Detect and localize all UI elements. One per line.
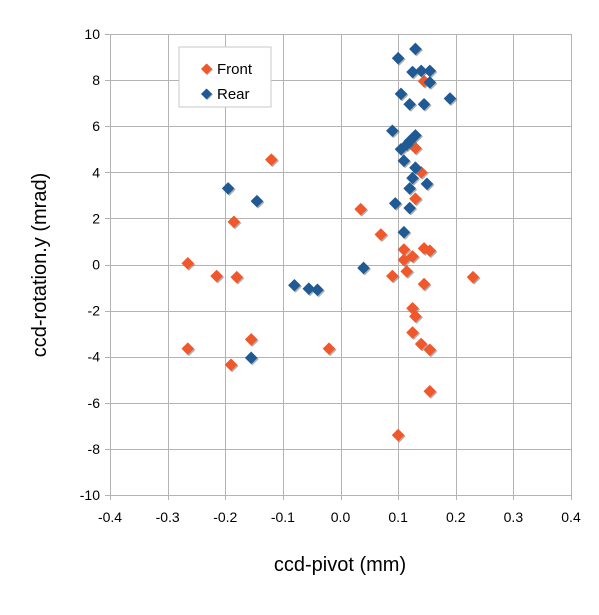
x-tick-label: 0.3: [504, 509, 524, 525]
data-point: [409, 310, 422, 323]
y-tick-label: 4: [92, 164, 100, 180]
y-tick-label: -10: [80, 487, 100, 503]
data-point: [403, 98, 416, 111]
legend-marker-front: [201, 63, 212, 75]
data-point: [409, 129, 422, 142]
data-point: [414, 64, 428, 78]
data-point: [397, 154, 411, 168]
grid: [105, 34, 572, 500]
data-point: [406, 326, 419, 339]
y-tick-label: 0: [92, 257, 100, 273]
x-tick-labels: -0.4 -0.3 -0.2 -0.1 0.0 0.1 0.2 0.3 0.4: [98, 509, 581, 525]
y-tick-label: 6: [92, 118, 100, 134]
data-point: [403, 182, 416, 195]
data-point: [466, 270, 480, 284]
data-point: [302, 282, 316, 296]
data-point: [417, 277, 431, 291]
x-axis-title: ccd-pivot (mm): [274, 554, 406, 576]
data-point: [181, 257, 195, 270]
data-point: [244, 351, 258, 365]
data-point: [403, 201, 416, 215]
data-point: [397, 225, 411, 239]
data-point: [394, 87, 408, 101]
legend-label-front: Front: [217, 61, 253, 78]
data-point: [322, 342, 336, 355]
data-point: [400, 138, 414, 151]
data-point: [354, 202, 367, 216]
data-point: [423, 64, 437, 78]
data-point: [409, 161, 422, 174]
data-point: [386, 269, 399, 283]
x-tick-label: 0.4: [561, 509, 581, 525]
data-point: [397, 253, 411, 267]
data-point: [244, 333, 258, 346]
data-point: [386, 124, 399, 138]
data-point: [388, 197, 402, 210]
data-point: [406, 250, 419, 263]
data-point: [414, 166, 428, 179]
y-tick-label: 10: [84, 26, 100, 42]
x-tick-label: -0.3: [156, 509, 180, 525]
x-tick-label: -0.4: [98, 509, 122, 525]
x-tick-label: -0.1: [271, 509, 295, 525]
data-point: [417, 98, 431, 111]
y-tick-label: -2: [88, 303, 101, 319]
series-rear: [221, 42, 458, 366]
data-point: [221, 182, 235, 195]
y-axis-title: ccd-rotation.y (mrad): [29, 173, 51, 358]
x-tick-label: 0.1: [388, 509, 408, 525]
data-point: [406, 65, 419, 79]
data-point: [423, 244, 437, 257]
data-point: [394, 142, 408, 156]
data-point: [423, 76, 437, 89]
legend-label-rear: Rear: [217, 86, 250, 103]
legend-marker-rear: [201, 88, 212, 100]
data-point: [374, 228, 388, 241]
data-point: [265, 153, 278, 166]
data-point: [403, 134, 416, 148]
data-point: [227, 215, 241, 229]
data-point: [409, 141, 422, 155]
y-tick-label: -8: [88, 441, 101, 457]
data-point: [288, 278, 301, 292]
data-point: [414, 337, 428, 351]
data-point: [391, 428, 405, 442]
data-point: [230, 270, 244, 284]
data-point: [224, 358, 238, 372]
data-point: [417, 74, 431, 88]
data-points: [181, 42, 481, 443]
data-point: [311, 283, 324, 297]
legend: Front Rear: [178, 46, 272, 108]
y-tick-label: 2: [92, 210, 100, 226]
data-point: [397, 243, 411, 256]
y-tick-labels: -10 -8 -6 -4 -2 0 2 4 6 8 10: [80, 26, 100, 503]
data-point: [210, 269, 223, 283]
data-point: [409, 192, 422, 206]
data-point: [420, 177, 434, 191]
data-point: [400, 265, 414, 278]
data-point: [417, 242, 431, 255]
data-point: [443, 92, 457, 105]
x-tick-label: 0.2: [446, 509, 466, 525]
data-point: [250, 194, 264, 208]
series-front: [181, 74, 481, 443]
data-point: [391, 51, 405, 65]
data-point: [181, 342, 195, 355]
data-point: [406, 171, 419, 185]
data-point: [423, 343, 437, 357]
y-tick-label: -6: [88, 395, 101, 411]
y-tick-label: -4: [88, 349, 101, 365]
x-tick-label: -0.2: [213, 509, 237, 525]
data-point: [357, 261, 370, 275]
legend-box: [178, 46, 272, 108]
y-tick-label: 8: [92, 72, 100, 88]
x-tick-label: 0.0: [331, 509, 351, 525]
data-point: [409, 42, 422, 56]
data-point: [423, 384, 437, 398]
